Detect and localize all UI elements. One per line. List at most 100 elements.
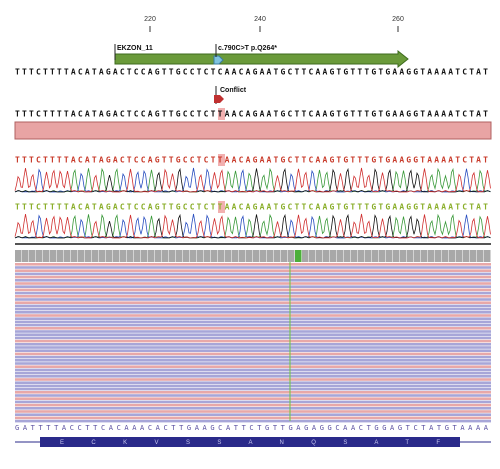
read xyxy=(15,375,491,378)
read xyxy=(15,314,491,317)
read xyxy=(15,272,491,276)
coverage-cell xyxy=(456,250,463,262)
coverage-cell xyxy=(463,250,470,262)
coverage-cell xyxy=(365,250,372,262)
translation: E C K V S S A N Q S A T F xyxy=(60,440,440,446)
chromatogram-trace xyxy=(14,213,491,239)
read xyxy=(15,384,491,388)
read xyxy=(15,266,491,269)
read xyxy=(15,381,491,384)
coverage-cell xyxy=(113,250,120,262)
identity-bar xyxy=(14,121,492,140)
coverage-cell xyxy=(428,250,435,262)
read xyxy=(15,295,491,298)
coverage-cell xyxy=(176,250,183,262)
read xyxy=(15,416,491,420)
coverage-cell xyxy=(379,250,386,262)
coverage-cell xyxy=(421,250,428,262)
chromatogram-trace xyxy=(14,167,491,193)
read xyxy=(15,327,491,330)
coverage-cell xyxy=(337,250,344,262)
coverage-cell xyxy=(22,250,29,262)
read xyxy=(15,391,491,394)
exon-label: EKZON_11 xyxy=(117,45,153,52)
coverage-cell xyxy=(36,250,43,262)
coverage-cell xyxy=(323,250,330,262)
read xyxy=(15,368,491,372)
read xyxy=(15,301,491,304)
coverage-cell xyxy=(288,250,295,262)
read xyxy=(15,410,491,413)
dynamic-layer: TTTCTTTTACATAGACTCCAGTTGCCTCTCAACAGAATGC… xyxy=(14,68,491,447)
coverage-cell xyxy=(246,250,253,262)
read xyxy=(15,336,491,340)
read xyxy=(15,330,491,333)
read xyxy=(15,304,491,308)
coverage-cell xyxy=(442,250,449,262)
coverage-cell xyxy=(64,250,71,262)
coverage-cell xyxy=(372,250,379,262)
coverage-cell xyxy=(344,250,351,262)
coverage-cell xyxy=(190,250,197,262)
coverage-cell xyxy=(57,250,64,262)
coverage-cell xyxy=(253,250,260,262)
read xyxy=(15,346,491,349)
coverage-cell xyxy=(197,250,204,262)
coverage-cell xyxy=(330,250,337,262)
read xyxy=(15,282,491,285)
exon-arrow xyxy=(114,49,409,69)
coverage-cell xyxy=(43,250,50,262)
read xyxy=(15,263,491,266)
read xyxy=(15,359,491,362)
coverage-cell xyxy=(78,250,85,262)
coverage-cell xyxy=(386,250,393,262)
coverage-cell xyxy=(400,250,407,262)
ruler-label: 260 xyxy=(392,16,404,23)
coverage-cell xyxy=(141,250,148,262)
coverage-cell xyxy=(239,250,246,262)
ruler-label: 220 xyxy=(144,16,156,23)
conflict-highlight xyxy=(218,108,225,120)
coverage-cell xyxy=(127,250,134,262)
coverage-cell xyxy=(302,250,309,262)
coverage-cell xyxy=(85,250,92,262)
coverage-cell xyxy=(274,250,281,262)
read xyxy=(15,279,491,282)
coverage-cell xyxy=(218,250,225,262)
conflict-highlight xyxy=(218,154,225,166)
read xyxy=(15,403,491,407)
conflict-marker xyxy=(214,95,224,103)
read xyxy=(15,349,491,352)
coverage-cell xyxy=(267,250,274,262)
read xyxy=(15,317,491,320)
coverage-cell xyxy=(71,250,78,262)
read xyxy=(15,285,491,288)
coverage-cell xyxy=(211,250,218,262)
coverage-cell xyxy=(120,250,127,262)
coverage-cell xyxy=(162,250,169,262)
read xyxy=(15,352,491,356)
coverage-cell xyxy=(50,250,57,262)
read xyxy=(15,387,491,391)
read xyxy=(15,394,491,397)
variant-marker xyxy=(213,55,224,65)
coverage-cell xyxy=(225,250,232,262)
coverage-cell xyxy=(309,250,316,262)
coverage-cell xyxy=(92,250,99,262)
chromatogram-trace xyxy=(14,167,491,193)
read xyxy=(15,307,491,311)
coverage-cell xyxy=(470,250,477,262)
coverage-cell xyxy=(134,250,141,262)
coverage-cell xyxy=(204,250,211,262)
coverage-cell xyxy=(351,250,358,262)
coverage-cell xyxy=(281,250,288,262)
read xyxy=(15,311,491,314)
read xyxy=(15,378,491,381)
coverage-cell xyxy=(99,250,106,262)
conflict-highlight xyxy=(218,201,225,213)
read xyxy=(15,320,491,324)
sequence-bottom: GATTTTACCTTCACAAACACTTGAAGCATTCTGTTGAGAG… xyxy=(15,424,489,432)
coverage-cell xyxy=(183,250,190,262)
